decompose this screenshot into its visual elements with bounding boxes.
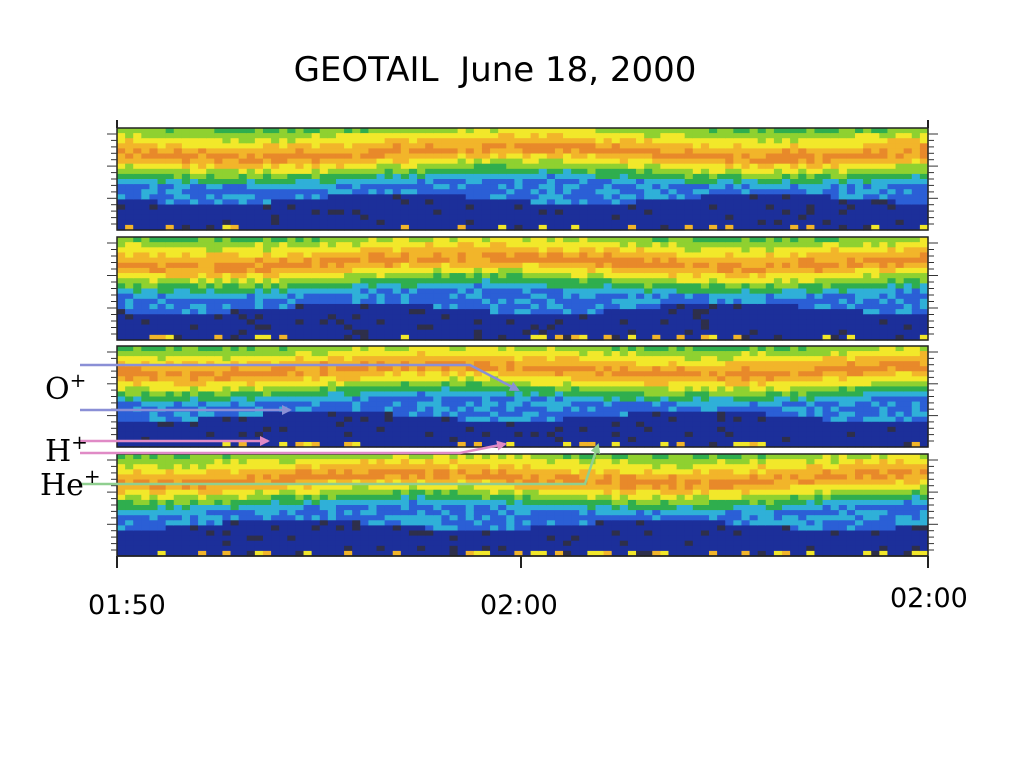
spectrogram-panel-3 bbox=[117, 346, 929, 448]
he-plus-arrow bbox=[80, 443, 601, 486]
h-plus-arrow-lower bbox=[80, 440, 507, 455]
spectrogram-panel-1 bbox=[117, 128, 929, 231]
spectrogram-panel-4 bbox=[117, 454, 929, 557]
x-tick-label-middle: 02:00 bbox=[480, 590, 558, 621]
x-tick-label-end: 02:00 bbox=[890, 583, 968, 614]
spectrogram-panel-2 bbox=[117, 237, 929, 341]
x-tick-label-start: 01:50 bbox=[88, 590, 166, 621]
he-plus-label: He+ bbox=[40, 464, 101, 503]
o-plus-arrow-upper bbox=[80, 363, 520, 392]
h-plus-label: H+ bbox=[45, 430, 88, 469]
chart-title: GEOTAIL June 18, 2000 bbox=[293, 50, 697, 90]
o-plus-label: O+ bbox=[45, 368, 86, 407]
